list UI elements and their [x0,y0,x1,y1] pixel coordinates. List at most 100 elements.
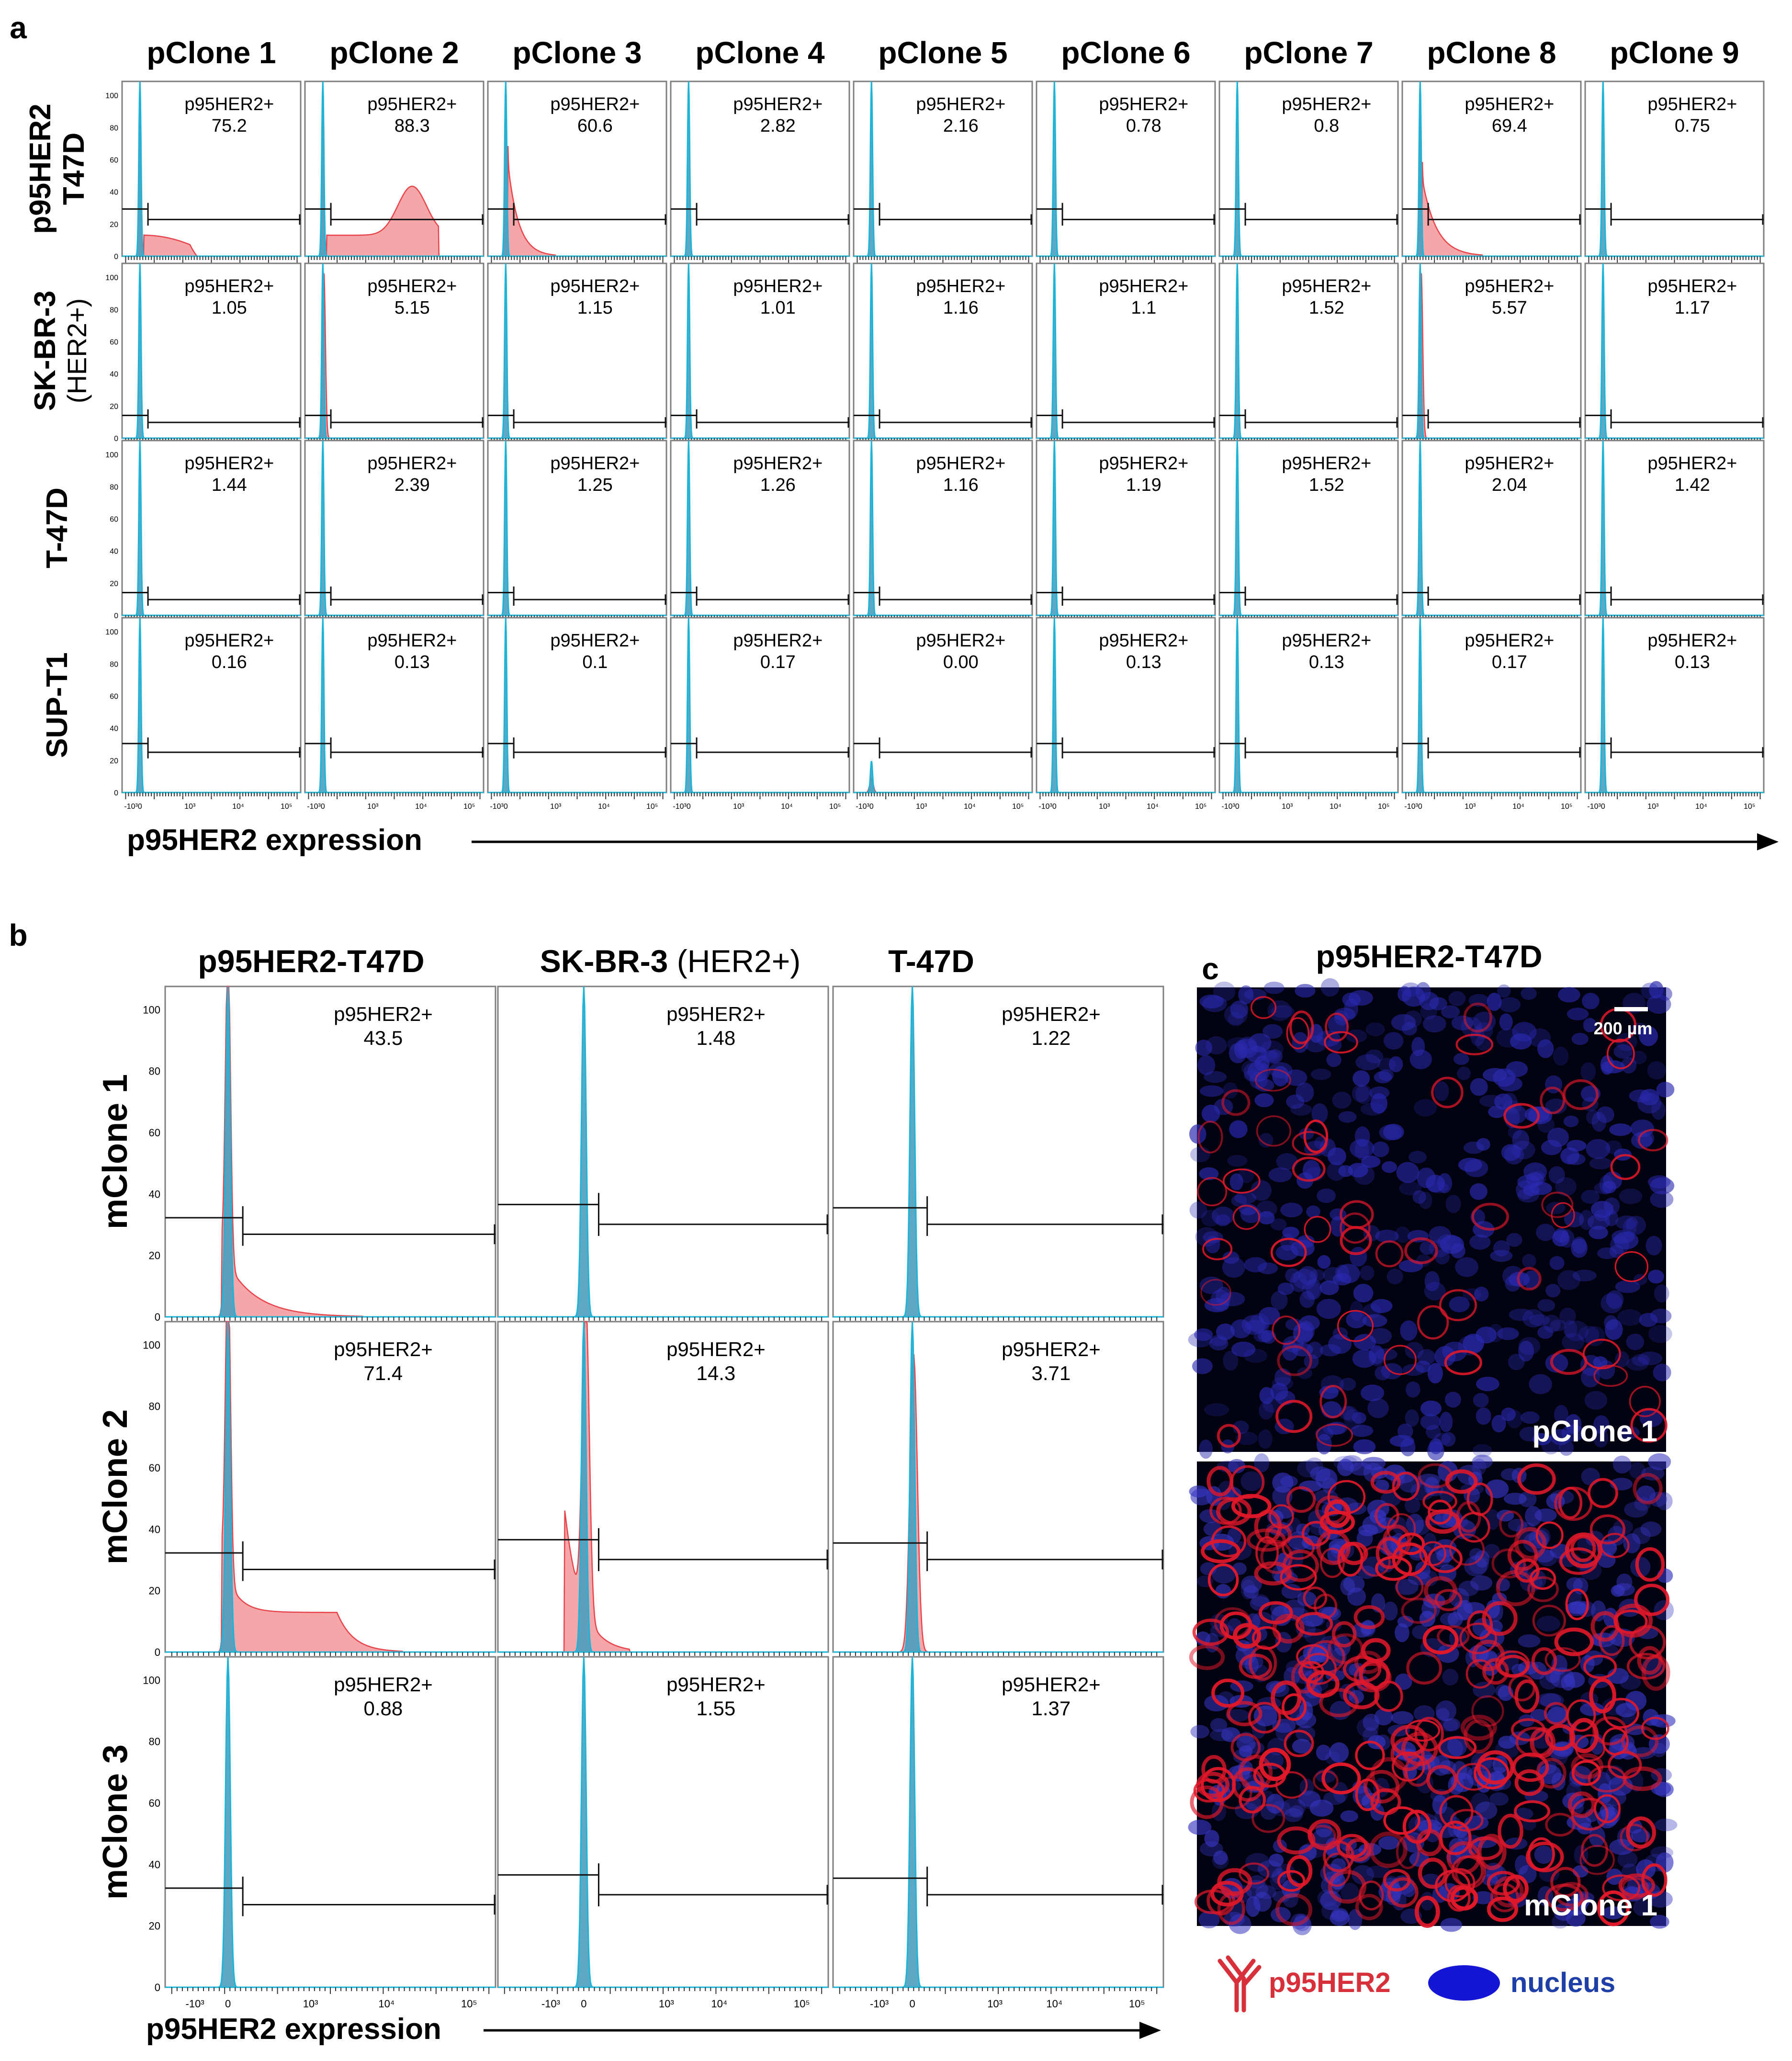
stained-cell [1313,1770,1339,1792]
nucleus-blob [1434,1249,1450,1265]
x-axis-arrowhead [1139,2022,1161,2039]
x-tick-label: -10³ [1221,803,1235,811]
stained-cell [1438,1736,1477,1759]
nucleus-blob [1550,1320,1567,1331]
nucleus-blob [1504,1145,1524,1165]
stained-cell [1579,1845,1615,1875]
stained-cell [1426,1765,1458,1795]
stained-cell [1292,1156,1326,1182]
nucleus-blob [1447,1612,1463,1627]
nucleus-blob [1532,1433,1552,1446]
nucleus-blob [1395,1623,1409,1642]
nucleus-blob [1445,1195,1461,1213]
nucleus-blob [1361,1155,1381,1168]
nucleus-blob [1470,1078,1488,1096]
nucleus-blob [1434,1346,1456,1367]
nucleus-blob [1432,1795,1447,1815]
nucleus-blob [1543,1314,1561,1333]
gate-value: 0.13 [1309,652,1344,672]
stained-cell [1202,1238,1233,1260]
nucleus-blob [1361,1457,1386,1470]
gate-label: p95HER2+ [367,276,457,296]
nucleus-blob [1388,1056,1403,1073]
stained-cell [1422,1491,1457,1513]
stained-cell [1239,1862,1269,1885]
x-tick-label: 0 [1418,803,1422,811]
stained-cell [1465,1659,1495,1689]
nucleus-blob [1286,1094,1305,1109]
plot-frame [1036,80,1216,257]
stained-cell [1527,1837,1555,1871]
nucleus-blob [1601,1060,1625,1074]
nucleus-blob [1609,1123,1632,1136]
nucleus-blob [1522,1309,1544,1328]
nucleus-blob [1487,993,1502,1011]
nucleus-blob [1391,1014,1416,1031]
nucleus-blob [1572,1269,1597,1281]
y-tick-label: 60 [110,157,118,165]
plot-frame [1584,80,1765,257]
stained-cell [1209,1496,1242,1525]
gate-label: p95HER2+ [184,631,274,651]
histogram-plot: p95HER2+0.88 -10³ 0 10³ 10⁴ 10⁵ [164,1656,496,2010]
nucleus-blob [1228,1012,1244,1027]
histogram-plot: p95HER2+1.16 [853,262,1033,445]
histogram-plot: p95HER2+1.05 [121,262,302,445]
nucleus-blob [1383,1601,1398,1621]
nucleus-blob [1517,1175,1540,1189]
nucleus-blob [1464,1159,1488,1178]
y-tick-label: 20 [149,1250,160,1262]
column-header: pClone 7 [1244,35,1373,70]
stained-cell [1517,1267,1542,1291]
stained-cell [1456,1763,1491,1791]
legend-antibody-label: p95HER2 [1269,1967,1391,1998]
stained-cell [1545,1724,1576,1751]
y-tick-label: 20 [110,221,118,229]
stained-cell [1541,1191,1574,1218]
x-tick-label: -10³ [1038,803,1052,811]
nucleus-blob [1593,1428,1609,1448]
gate-value: 0.8 [1314,116,1339,136]
nucleus-blob [1253,1891,1272,1912]
nucleus-blob [1626,1357,1649,1371]
histogram-plot: p95HER2+0.13 -10³ 0 10³ 10⁴ 10⁵ [1036,617,1216,811]
nucleus-blob [1213,1850,1228,1865]
stained-cell [1254,1509,1282,1544]
nucleus-blob [1284,1808,1303,1823]
nucleus-blob [1269,1854,1284,1867]
gate-value: 5.57 [1492,298,1527,318]
nucleus-blob [1199,1085,1224,1097]
stained-cell [1289,1010,1314,1044]
stained-cell [1532,1605,1566,1637]
gate-label: p95HER2+ [367,453,457,474]
histogram-plot: p95HER2+1.48 [497,985,829,1324]
nucleus-blob [1353,1334,1376,1350]
plot-frame [497,1656,829,1988]
gate-label: p95HER2+ [1099,94,1188,114]
nucleus-blob [1582,993,1600,1009]
nucleus-blob [1470,1575,1493,1591]
nucleus-blob [1439,1719,1458,1732]
stained-cell [1239,1786,1266,1814]
stained-cell [1214,1607,1251,1639]
nucleus-blob [1422,1015,1446,1033]
stained-cell [1392,1751,1425,1782]
nucleus-blob [1567,1153,1586,1165]
gate-value: 0.13 [1675,652,1710,672]
nucleus-blob [1352,1412,1366,1424]
nucleus-blob [1268,1167,1292,1182]
nucleus-blob [1589,1225,1608,1239]
histogram-plot: p95HER2+2.16 [853,80,1033,263]
nucleus-blob [1195,1040,1213,1056]
nucleus-blob [1607,1526,1626,1546]
stained-cell [1554,1627,1594,1656]
nucleus-blob [1476,1138,1490,1151]
nucleus-blob [1210,1718,1228,1733]
gate-label: p95HER2+ [184,453,274,474]
y-tick-label: 100 [143,1674,160,1686]
x-tick-label: 0 [321,803,325,811]
y-tick-label: 40 [149,1188,160,1200]
x-tick-label: 0 [225,1998,231,2010]
stained-cell [1390,1737,1425,1771]
